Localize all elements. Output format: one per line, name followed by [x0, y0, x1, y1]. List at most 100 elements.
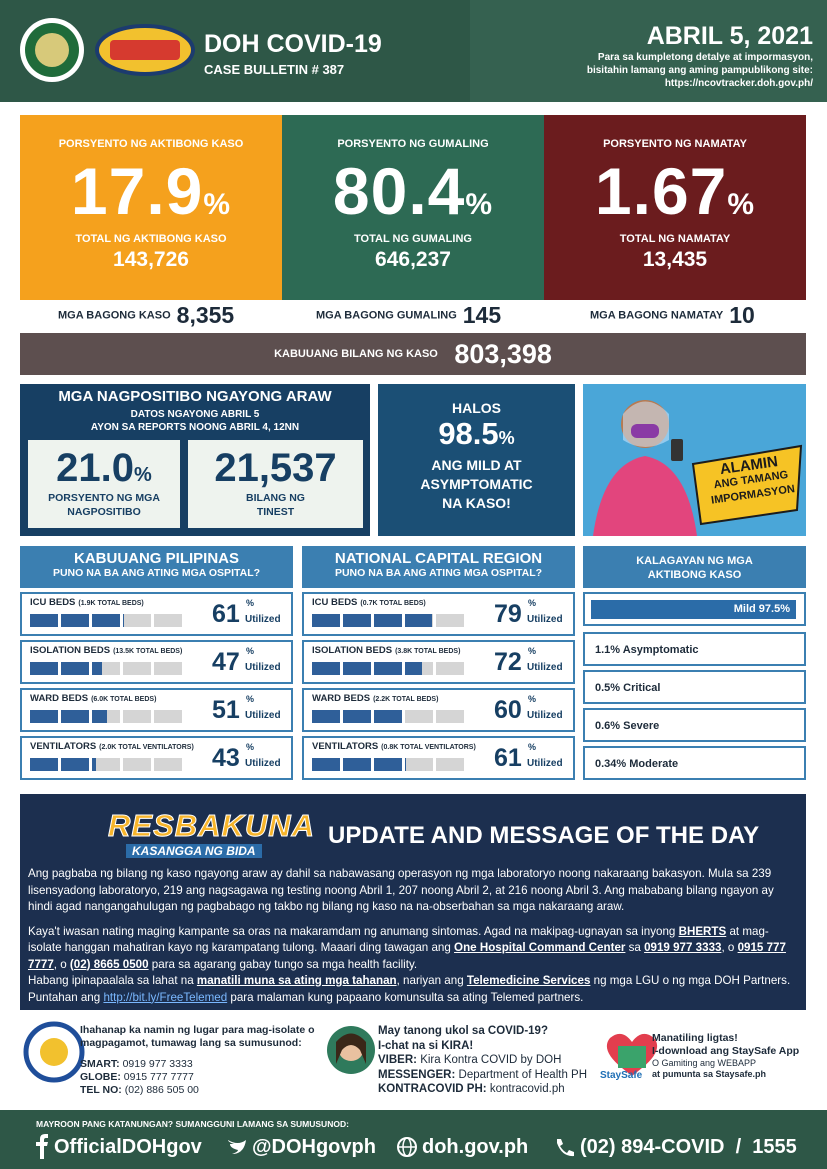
bar-track	[123, 614, 151, 627]
row-label: VENTILATORS (2.0K TOTAL VENTILATORS)	[30, 741, 194, 752]
v: 21.0	[56, 446, 135, 490]
v: Department of Health PH	[458, 1068, 588, 1081]
footer: MAYROON PANG KATANUNGAN? SUMANGGUNI LAMA…	[0, 1110, 827, 1169]
bar-fill	[312, 614, 340, 627]
card-percent: 17.9%	[20, 153, 282, 229]
link[interactable]: (02) 894-COVID / 1555	[580, 1136, 797, 1158]
l: MESSENGER:	[378, 1068, 456, 1081]
link[interactable]: http://bit.ly/FreeTelemed	[103, 990, 228, 1004]
card-label: PORSYENTO NG GUMALING	[337, 138, 489, 150]
bar-fill	[312, 662, 340, 675]
l: KONTRACOVID PH:	[378, 1083, 487, 1095]
bar-fill	[61, 614, 89, 627]
shape	[110, 40, 180, 60]
row-unit: %	[528, 598, 537, 608]
card-percent: 80.4%	[282, 153, 544, 229]
l: Manatiling ligtas!	[652, 1032, 738, 1044]
bar-fill	[312, 710, 340, 723]
row-unit: %	[528, 694, 537, 704]
hospital-title: KABUUANG PILIPINAS	[73, 550, 239, 567]
mild-box: HALOS 98.5% ANG MILD AT ASYMPTOMATIC NA KA…	[378, 384, 575, 536]
l: SMART:	[80, 1058, 120, 1070]
s: 0919 977 3333	[644, 941, 722, 954]
detail: (1.9K TOTAL BEDS)	[78, 600, 144, 607]
link[interactable]: doh.gov.ph	[422, 1136, 529, 1158]
hospital-row: VENTILATORS (2.0K TOTAL VENTILATORS) 43% Ut…	[20, 736, 293, 780]
row-label: ICU BEDS (1.9K TOTAL BEDS)	[30, 597, 144, 608]
l: TEL NO:	[80, 1084, 122, 1096]
bar-fill	[405, 614, 432, 627]
staysafe-logo: StaySafe	[600, 1070, 643, 1081]
l: at pumunta sa Staysafe.ph	[652, 1069, 767, 1079]
row-unit: %	[246, 694, 255, 704]
ml: ANG MILD AT ASYMPTOMATIC NA KASO!	[378, 456, 575, 513]
label: VENTILATORS	[30, 741, 97, 752]
t: Mild 97.5%	[591, 600, 796, 619]
t: 0.34% Moderate	[595, 758, 679, 770]
hospital-row: ICU BEDS (0.7K TOTAL BEDS) 79% Utilized	[302, 592, 575, 636]
note: bisitahin lamang ang aming pampublikong …	[586, 65, 813, 76]
bar-fill	[92, 662, 102, 675]
notes: Para sa kumpletong detalye at impormasyo…	[587, 51, 813, 90]
hospital-row: VENTILATORS (0.8K TOTAL VENTILATORS) 61% Ut…	[302, 736, 575, 780]
new-count: MGA BAGONG GUMALING 145	[316, 302, 501, 332]
bar-fill	[30, 710, 58, 723]
t: 0.5% Critical	[595, 682, 661, 694]
s: at mag-isolate hanggan mahatiran kayo ng…	[28, 924, 769, 955]
bar-fill	[61, 758, 89, 771]
bar-fill	[374, 614, 402, 627]
t: 1.1% Asymptomatic	[595, 644, 699, 656]
card: PORSYENTO NG AKTIBONG KASO 17.9% TOTAL N…	[20, 115, 282, 300]
shape	[470, 0, 827, 102]
contact-icons	[23, 1021, 658, 1083]
row-unit: %	[528, 742, 537, 752]
t: 0.6% Severe	[595, 720, 660, 732]
detail: (13.5K TOTAL BEDS)	[113, 648, 183, 655]
title: DOH COVID-19	[204, 30, 382, 58]
l: O Gamiting ang WEBAPP	[652, 1058, 757, 1068]
logo: RESBAKUNA	[107, 808, 316, 844]
v: 10	[729, 302, 755, 328]
card-total-label: TOTAL NG AKTIBONG KASO	[75, 233, 227, 245]
l: MGA BAGONG NAMATAY	[590, 309, 724, 322]
s: para sa agarang gabay tungo sa mga healt…	[148, 957, 418, 971]
card: PORSYENTO NG GUMALING 80.4% TOTAL NG GUM…	[282, 115, 544, 300]
bar-fill	[374, 758, 402, 771]
l: AKTIBONG KASO	[647, 569, 742, 581]
link[interactable]: OfficialDOHgov	[54, 1136, 202, 1158]
s: DATOS NGAYONG ABRIL 5	[130, 409, 260, 420]
row-note: Utilized	[527, 662, 563, 673]
label: WARD BEDS	[30, 693, 89, 704]
shape	[557, 1139, 574, 1157]
v: 0919 977 3333	[122, 1058, 193, 1070]
u: %	[498, 428, 515, 448]
pos-box: 21.0% PORSYENTO NG MGA NAGPOSITIBO	[28, 440, 180, 528]
v: Kira Kontra COVID by DOH	[420, 1054, 562, 1066]
row-note: Utilized	[245, 662, 281, 673]
mv: 98.5%	[378, 416, 575, 456]
l: GLOBE:	[80, 1071, 121, 1083]
v: 145	[462, 302, 502, 328]
n: GLOBE: 0915 777 7777	[80, 1071, 315, 1084]
s: , nariyan ang	[396, 974, 467, 987]
row-unit: %	[246, 646, 255, 656]
bulletin: CASE BULLETIN # 387	[204, 62, 345, 77]
bar-track	[154, 758, 182, 771]
detail: (0.7K TOTAL BEDS)	[360, 600, 426, 607]
update-title: UPDATE AND MESSAGE OF THE DAY	[328, 822, 760, 849]
l: KABUUANG BILANG NG KASO	[274, 348, 438, 360]
unit: %	[203, 188, 232, 221]
hospital-row: WARD BEDS (2.2K TOTAL BEDS) 60% Utilized	[302, 688, 575, 732]
logo-sub: KASANGGA NG BIDA	[126, 844, 262, 858]
hospital-row: WARD BEDS (6.0K TOTAL BEDS) 51% Utilized	[20, 688, 293, 732]
bar-fill	[343, 758, 371, 771]
shape	[691, 444, 803, 526]
bar-track	[123, 710, 151, 723]
bar-track	[405, 710, 433, 723]
bar-fill	[30, 758, 58, 771]
row-value: 60	[494, 696, 522, 724]
card-label: PORSYENTO NG NAMATAY	[603, 138, 747, 150]
link[interactable]: @DOHgovph	[252, 1136, 376, 1158]
card-total: 13,435	[642, 248, 708, 271]
bar-fill	[343, 710, 371, 723]
